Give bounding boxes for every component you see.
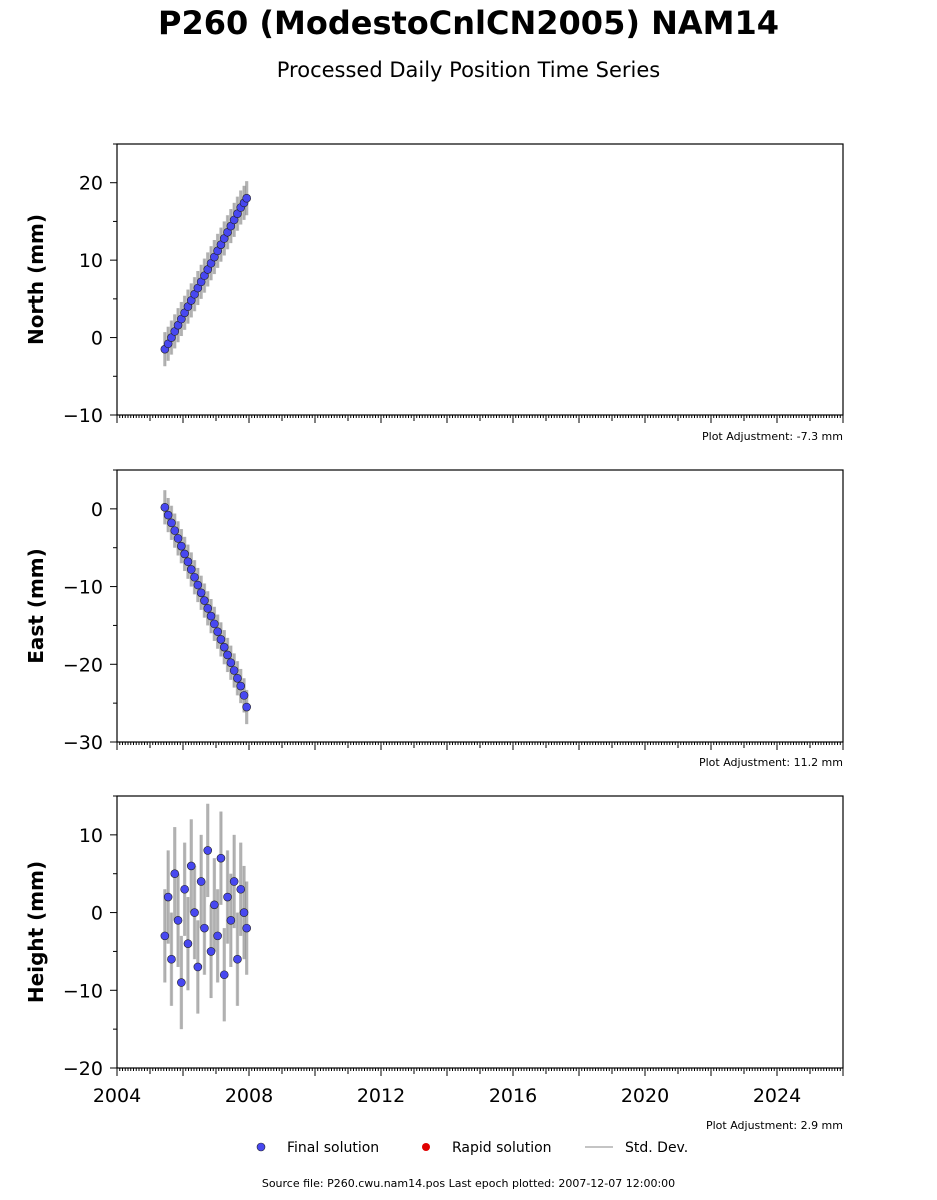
data-point xyxy=(163,892,173,902)
data-point xyxy=(170,869,180,879)
data-point xyxy=(183,557,193,567)
data-point xyxy=(200,596,209,605)
legend-stddev-label: Std. Dev. xyxy=(625,1140,688,1156)
data-point xyxy=(223,892,232,902)
data-point xyxy=(196,588,206,598)
y-axis-label: East (mm) xyxy=(24,548,48,664)
legend: Final solution Rapid solution Std. Dev. xyxy=(256,1140,688,1156)
legend-rapid-label: Rapid solution xyxy=(452,1140,552,1156)
data-point xyxy=(203,846,213,855)
plot-frame xyxy=(116,469,844,743)
legend-final-label: Final solution xyxy=(287,1140,379,1156)
data-point xyxy=(163,510,173,520)
x-tick-label: 2016 xyxy=(489,1085,537,1107)
x-tick-label: 2020 xyxy=(621,1085,669,1107)
data-point xyxy=(216,635,226,644)
data-point xyxy=(210,619,219,629)
x-tick-label: 2024 xyxy=(753,1085,801,1107)
data-point xyxy=(180,884,189,894)
data-point xyxy=(229,666,239,675)
legend-final-marker xyxy=(256,1142,266,1152)
data-point xyxy=(223,650,232,660)
data-point xyxy=(233,673,242,683)
source-footer: Source file: P260.cwu.nam14.pos Last epo… xyxy=(261,1177,676,1190)
y-tick-label: 0 xyxy=(91,328,103,350)
data-point xyxy=(183,939,193,948)
y-axis-label: Height (mm) xyxy=(24,861,48,1003)
x-tick-label: 2012 xyxy=(357,1085,405,1107)
data-point xyxy=(239,908,249,917)
y-axis-label: North (mm) xyxy=(24,214,48,345)
data-point xyxy=(229,877,239,886)
plot-frame xyxy=(116,143,844,416)
data-point xyxy=(213,627,222,636)
y-tick-label: −10 xyxy=(63,405,103,427)
y-tick-label: −20 xyxy=(63,654,103,676)
data-point xyxy=(236,884,246,894)
y-tick-label: 20 xyxy=(79,173,103,195)
y-tick-label: 10 xyxy=(79,250,103,272)
data-point xyxy=(167,954,176,964)
data-point xyxy=(213,931,222,941)
data-point xyxy=(173,534,183,543)
chart-title: P260 (ModestoCnlCN2005) NAM14 xyxy=(157,4,780,42)
x-tick-label: 2008 xyxy=(225,1085,273,1107)
data-point xyxy=(233,954,242,964)
data-point xyxy=(186,565,196,574)
y-tick-label: −10 xyxy=(63,577,103,599)
chart-subtitle: Processed Daily Position Time Series xyxy=(276,58,661,82)
y-tick-label: 0 xyxy=(91,499,103,521)
data-point xyxy=(242,923,251,933)
y-tick-label: −20 xyxy=(63,1058,103,1080)
plot-adjustment: Plot Adjustment: 2.9 mm xyxy=(706,1119,843,1132)
y-tick-label: −30 xyxy=(63,732,103,754)
data-point xyxy=(196,877,206,886)
y-tick-label: 0 xyxy=(91,903,103,925)
data-point xyxy=(193,580,203,590)
x-tick-label: 2004 xyxy=(93,1085,141,1107)
data-point xyxy=(203,604,213,613)
data-point xyxy=(160,931,170,941)
data-point xyxy=(190,908,199,917)
data-point xyxy=(226,916,236,925)
data-point xyxy=(219,642,229,652)
y-tick-label: 10 xyxy=(79,825,103,847)
east-panel: −30 −20 −10 0 East (mm) Plot Adjustment: 11.2… xyxy=(24,469,844,769)
data-point xyxy=(173,916,183,925)
data-point xyxy=(190,572,199,582)
data-point xyxy=(206,947,216,956)
plot-adjustment: Plot Adjustment: -7.3 mm xyxy=(702,430,843,443)
data-point xyxy=(180,549,189,559)
data-point xyxy=(242,702,251,712)
data-point xyxy=(200,923,209,933)
data-point xyxy=(177,541,186,551)
legend-rapid-marker xyxy=(422,1143,430,1151)
data-point xyxy=(177,978,186,987)
data-point xyxy=(216,853,226,863)
height-panel: −20 −10 0 10 2004 2008 2012 2016 2020 2024 Height … xyxy=(24,795,844,1132)
data-point xyxy=(170,526,180,535)
data-point xyxy=(167,518,176,528)
data-point xyxy=(242,193,251,203)
data-point xyxy=(236,681,246,691)
north-panel: −10 0 10 20 North (mm) Plot Adjustment: -7.3 … xyxy=(24,143,844,443)
data-point xyxy=(239,691,249,700)
data-point xyxy=(206,611,216,621)
data-point xyxy=(193,962,203,972)
data-point xyxy=(186,861,196,871)
plot-adjustment: Plot Adjustment: 11.2 mm xyxy=(699,756,843,769)
data-point xyxy=(160,503,170,512)
data-point xyxy=(226,658,236,668)
y-tick-label: −10 xyxy=(63,980,103,1002)
data-point xyxy=(210,900,219,910)
data-point xyxy=(219,970,229,980)
